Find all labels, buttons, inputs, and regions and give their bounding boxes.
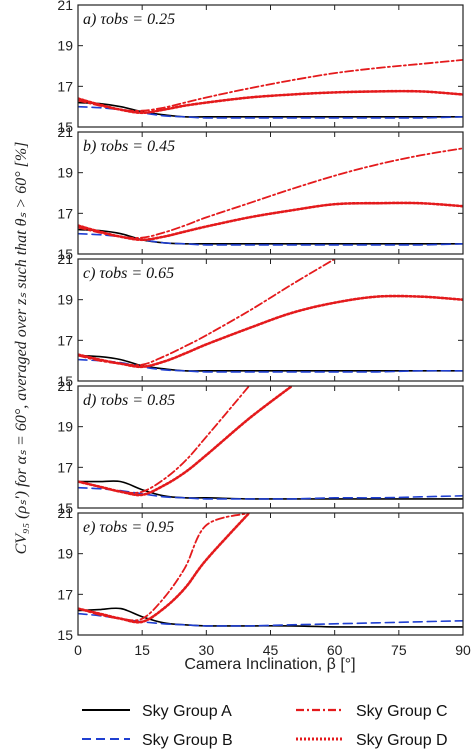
y-tick-label: 21 [57,0,73,13]
plot-frame [77,385,464,509]
series-line-sky-group-a [78,101,463,118]
y-tick-label: 15 [57,627,73,643]
y-tick-label: 17 [57,332,73,348]
plot-frame [77,512,464,636]
y-tick-label: 19 [57,165,73,181]
panel-label: a) τobs = 0.25 [83,11,175,28]
y-tick-label: 15 [57,246,73,262]
panel-b: 15 17 19 21 b) τobs = 0.45 [57,124,464,262]
legend: Sky Group A Sky Group C Sky Group B Sky Gro… [82,703,448,749]
y-tick-label: 21 [57,505,73,521]
series-line-sky-group-a [78,228,463,245]
y-axis-label: CV₉₅ (ρₛ′) for αₛ = 60°, averaged over z… [13,142,30,555]
x-tick-label: 60 [327,642,343,658]
x-tick-label: 0 [74,642,82,658]
y-tick-label: 15 [57,119,73,135]
plot-frame [77,131,464,255]
y-tick-label: 21 [57,378,73,394]
y-tick-label: 17 [57,459,73,475]
series-line-sky-group-d [78,201,463,242]
panel-label: d) τobs = 0.85 [83,392,175,409]
series-line-sky-group-d [78,294,463,369]
legend-label: Sky Group D [356,732,448,749]
legend-label: Sky Group C [356,703,448,720]
series-line-sky-group-a [78,480,463,500]
y-tick-label: 21 [57,251,73,267]
series-line-sky-group-d [78,89,463,115]
series-line-sky-group-a [78,354,463,372]
series-line-sky-group-c [78,59,463,112]
y-tick-label: 15 [57,500,73,516]
y-tick-label: 19 [57,419,73,435]
panel-c: 15 17 19 21 c) τobs = 0.65 [57,251,464,389]
legend-label: Sky Group B [142,732,233,749]
panels: 15 17 19 21 a) τobs = 0.25 15 17 19 21 b) τobs = … [57,0,464,643]
panel-label: c) τobs = 0.65 [83,265,174,282]
x-tick-label: 45 [263,642,279,658]
x-tick-label: 30 [199,642,215,658]
series-line-sky-group-d [78,386,294,497]
y-tick-label: 15 [57,373,73,389]
panel-label: b) τobs = 0.45 [83,138,175,155]
panel-a: 15 17 19 21 a) τobs = 0.25 [57,0,464,135]
x-tick-label: 90 [455,642,471,658]
y-tick-label: 17 [57,78,73,94]
y-tick-label: 17 [57,586,73,602]
series-line-sky-group-c [78,147,463,239]
panel-label: e) τobs = 0.95 [83,519,174,536]
y-tick-label: 19 [57,292,73,308]
plot-frame [77,4,464,128]
y-tick-label: 17 [57,205,73,221]
series-line-sky-group-d [78,513,251,624]
x-tick-labels: 0 15 30 45 60 75 90 [74,642,471,658]
x-tick-label: 15 [134,642,150,658]
y-tick-label: 21 [57,124,73,140]
y-tick-label: 19 [57,546,73,562]
panel-e: 15 17 19 21 e) τobs = 0.95 [57,505,464,643]
plot-frame [77,258,464,382]
x-axis-label: Camera Inclination, β [°] [184,656,355,673]
legend-label: Sky Group A [142,703,232,720]
panel-d: 15 17 19 21 d) τobs = 0.85 [57,378,464,516]
x-tick-label: 75 [391,642,407,658]
y-tick-label: 19 [57,38,73,54]
series-line-sky-group-a [78,607,463,628]
